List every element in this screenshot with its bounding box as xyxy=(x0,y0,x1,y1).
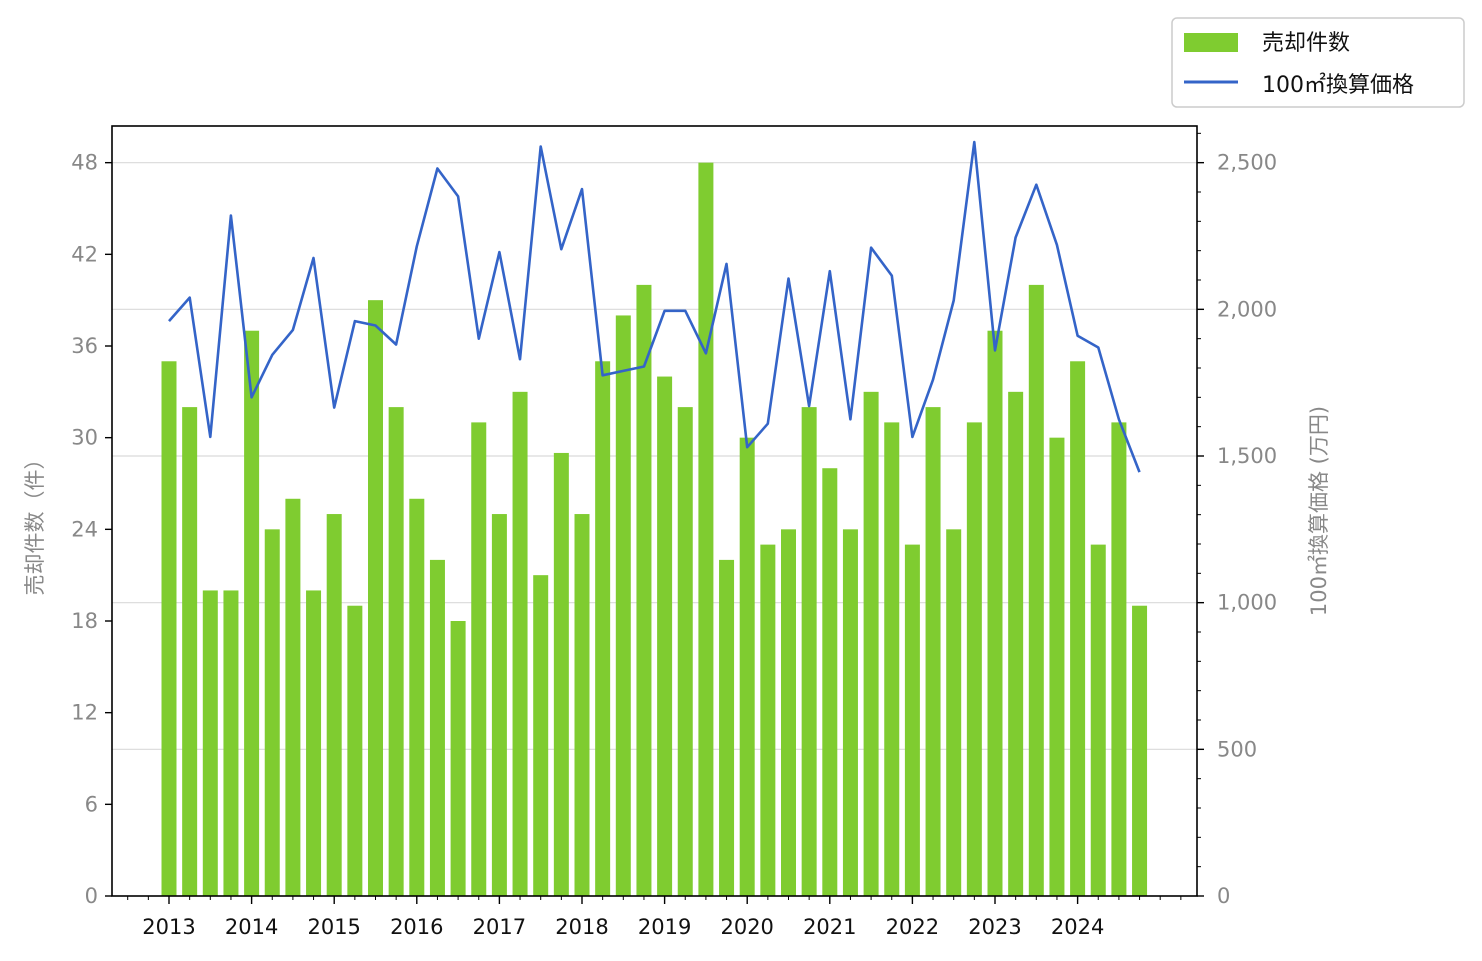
left-tick-label: 24 xyxy=(71,517,98,541)
left-tick-label: 42 xyxy=(71,242,98,266)
bar xyxy=(512,391,528,896)
bar xyxy=(801,407,817,896)
legend-label-line: 100㎡換算価格 xyxy=(1262,72,1414,98)
bar xyxy=(223,590,239,896)
bar xyxy=(409,498,425,896)
bar xyxy=(760,544,776,896)
bar xyxy=(1111,422,1127,896)
x-tick-label: 2024 xyxy=(1051,915,1104,939)
x-tick-label: 2013 xyxy=(142,915,195,939)
bar xyxy=(615,315,631,896)
bar xyxy=(1132,605,1148,896)
bar xyxy=(987,330,1003,896)
bar xyxy=(1090,544,1106,896)
bar xyxy=(1008,391,1024,896)
bar xyxy=(1049,437,1065,896)
left-tick-label: 18 xyxy=(71,609,98,633)
x-axis-tick-labels: 2013 2014 2015 2016 2017 2018 2019 2020 2021 2022… xyxy=(142,915,1104,939)
left-tick-label: 30 xyxy=(71,426,98,450)
left-tick-label: 6 xyxy=(85,792,98,816)
legend-swatch-bar xyxy=(1184,33,1238,52)
bar xyxy=(347,605,363,896)
bar xyxy=(946,529,962,896)
right-axis-label: 100㎡換算価格 (万円) xyxy=(1307,406,1331,616)
x-tick-label: 2016 xyxy=(390,915,443,939)
bar xyxy=(781,529,796,896)
bar xyxy=(388,407,404,896)
bar xyxy=(244,330,260,896)
legend: 売却件数 100㎡換算価格 xyxy=(1171,17,1465,108)
bar xyxy=(450,621,466,896)
bar xyxy=(553,452,569,896)
x-tick-label: 2019 xyxy=(638,915,691,939)
bar xyxy=(471,422,487,896)
line-series xyxy=(168,140,1141,473)
legend-label-bar: 売却件数 xyxy=(1262,31,1350,56)
bar xyxy=(863,391,879,896)
bar xyxy=(719,559,735,896)
bar-series xyxy=(161,162,1148,897)
price-line xyxy=(168,140,1141,473)
bar xyxy=(326,514,342,896)
bar xyxy=(429,559,445,896)
bar xyxy=(161,361,177,896)
bar xyxy=(1070,361,1086,896)
bar xyxy=(842,529,858,896)
bar xyxy=(306,590,322,896)
x-tick-label: 2022 xyxy=(886,915,939,939)
plot-frame xyxy=(111,125,1198,897)
x-tick-label: 2023 xyxy=(968,915,1021,939)
bar xyxy=(491,514,507,896)
bar xyxy=(533,575,549,896)
right-tick-label: 500 xyxy=(1217,737,1257,761)
x-tick-label: 2021 xyxy=(803,915,856,939)
bar xyxy=(739,437,755,896)
bar xyxy=(202,590,218,896)
bar xyxy=(822,468,838,896)
left-tick-label: 48 xyxy=(71,151,98,175)
axis-ticks xyxy=(105,132,1204,904)
right-tick-label: 2,000 xyxy=(1217,297,1277,321)
bar xyxy=(574,514,590,896)
legend-box xyxy=(1171,17,1465,108)
right-tick-label: 1,500 xyxy=(1217,444,1277,468)
bar xyxy=(636,284,652,896)
left-tick-label: 36 xyxy=(71,334,98,358)
right-axis-tick-labels: 0 500 1,000 1,500 2,000 2,500 xyxy=(1217,151,1277,908)
bar xyxy=(1028,284,1044,896)
bar xyxy=(368,300,383,897)
bar xyxy=(657,376,673,896)
x-tick-label: 2018 xyxy=(555,915,608,939)
left-tick-label: 0 xyxy=(85,884,98,908)
x-tick-label: 2020 xyxy=(720,915,773,939)
bar xyxy=(925,407,941,896)
bar xyxy=(904,544,920,896)
left-axis-label: 売却件数（件） xyxy=(23,449,47,596)
right-tick-label: 0 xyxy=(1217,884,1230,908)
bar xyxy=(884,422,900,896)
right-tick-label: 1,000 xyxy=(1217,591,1277,615)
bar xyxy=(264,529,280,896)
bar xyxy=(182,407,198,896)
bar xyxy=(698,162,714,896)
x-tick-label: 2017 xyxy=(473,915,526,939)
right-tick-label: 2,500 xyxy=(1217,151,1277,175)
bar xyxy=(677,407,693,896)
bar xyxy=(966,422,982,896)
x-tick-label: 2014 xyxy=(225,915,278,939)
bar xyxy=(595,361,611,896)
bar xyxy=(285,498,301,896)
left-axis-tick-labels: 0 6 12 18 24 30 36 42 48 xyxy=(71,151,98,908)
x-tick-label: 2015 xyxy=(307,915,360,939)
left-tick-label: 12 xyxy=(71,701,98,725)
